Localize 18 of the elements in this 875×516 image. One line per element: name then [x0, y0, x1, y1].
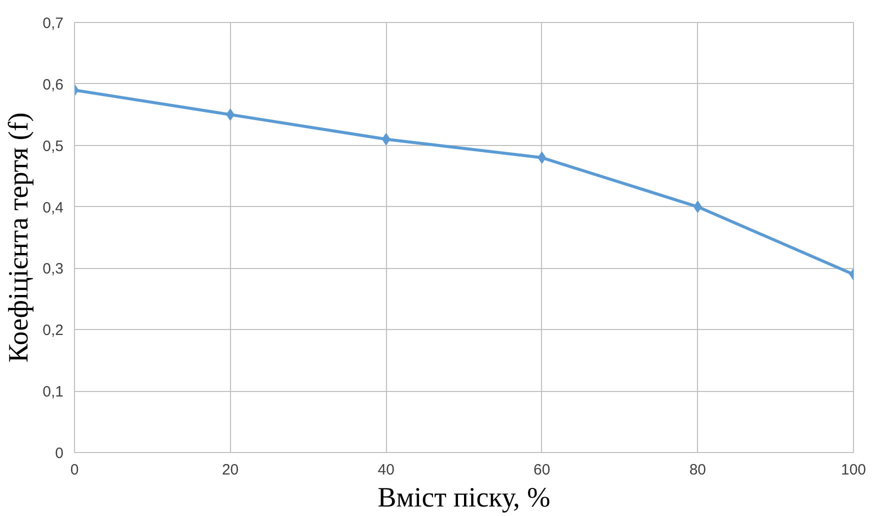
- y-tick-label: 0,2: [42, 322, 64, 340]
- y-tick-label: 0,3: [42, 260, 64, 278]
- x-tick-label: 80: [689, 462, 706, 478]
- y-tick-label: 0,1: [42, 384, 64, 401]
- x-tick-label: 60: [534, 462, 550, 478]
- x-axis-title: Вміст піску, %: [378, 482, 550, 514]
- y-tick-label: 0,7: [42, 15, 64, 32]
- x-tick-label: 40: [378, 462, 394, 478]
- y-tick-label: 0,5: [42, 138, 64, 155]
- y-tick-label: 0,4: [42, 199, 64, 216]
- point: [538, 152, 546, 164]
- point: [382, 133, 390, 146]
- x-tick-label: 20: [222, 462, 239, 478]
- x-tick-label: 100: [840, 462, 866, 478]
- y-axis-title: Коефіцієнта тертя (f): [4, 112, 35, 363]
- x-tick-label: 0: [70, 462, 79, 478]
- y-tick-label: 0: [55, 445, 64, 462]
- y-tick-label: 0,6: [42, 76, 64, 94]
